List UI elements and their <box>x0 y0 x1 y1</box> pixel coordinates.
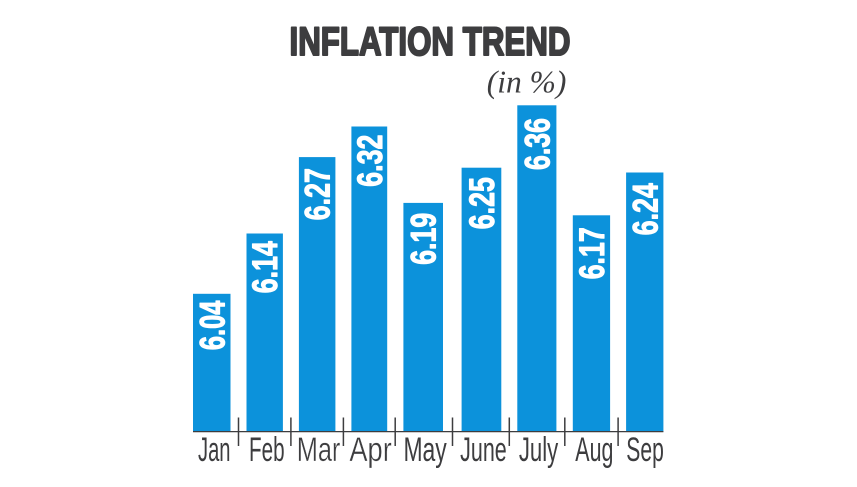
svg-text:INFLATION TREND: INFLATION TREND <box>290 20 571 64</box>
svg-text:May: May <box>403 431 446 469</box>
svg-text:Mar: Mar <box>297 431 341 469</box>
svg-text:6.32: 6.32 <box>351 135 390 187</box>
svg-text:6.24: 6.24 <box>626 183 665 235</box>
svg-text:July: July <box>519 431 558 469</box>
svg-text:6.25: 6.25 <box>463 177 502 229</box>
svg-text:June: June <box>460 431 507 469</box>
svg-text:6.36: 6.36 <box>518 118 557 170</box>
svg-text:Aug: Aug <box>575 431 613 469</box>
svg-text:6.04: 6.04 <box>193 300 232 350</box>
svg-text:Jan: Jan <box>198 431 231 469</box>
svg-text:6.14: 6.14 <box>246 241 285 293</box>
svg-text:Apr: Apr <box>349 431 392 469</box>
svg-text:(in %): (in %) <box>487 64 567 99</box>
svg-text:Sep: Sep <box>626 431 664 469</box>
svg-text:6.27: 6.27 <box>299 168 338 220</box>
svg-text:6.17: 6.17 <box>573 227 612 279</box>
svg-text:6.19: 6.19 <box>405 213 444 265</box>
svg-text:Feb: Feb <box>249 431 285 469</box>
